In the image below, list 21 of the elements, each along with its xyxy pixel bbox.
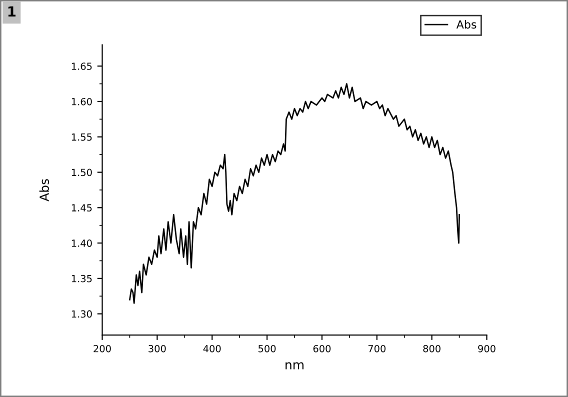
line-series bbox=[129, 83, 460, 304]
x-tick-label: 500 bbox=[258, 344, 276, 352]
x-tick-label: 300 bbox=[148, 344, 166, 352]
y-tick-label: 1.55 bbox=[72, 133, 92, 141]
x-tick-label: 200 bbox=[94, 344, 111, 352]
y-axis-title: Abs bbox=[39, 179, 50, 202]
x-tick-label: 900 bbox=[478, 344, 496, 352]
x-tick-label: 400 bbox=[203, 344, 221, 352]
y-tick-label: 1.40 bbox=[72, 240, 92, 247]
y-tick-label: 1.30 bbox=[72, 310, 92, 318]
y-tick-label: 1.65 bbox=[72, 62, 92, 70]
y-tick-label: 1.45 bbox=[72, 204, 92, 212]
text: 1 bbox=[8, 6, 16, 17]
x-tick-label: 800 bbox=[423, 344, 440, 352]
x-tick-label: 700 bbox=[368, 344, 386, 352]
y-tick-label: 1.35 bbox=[72, 274, 92, 282]
x-axis-title: nm bbox=[286, 362, 304, 370]
y-tick-label: 1.60 bbox=[72, 98, 92, 106]
y-tick-label: 1.50 bbox=[72, 168, 92, 176]
x-tick-label: 600 bbox=[313, 344, 331, 352]
legend-label: Abs bbox=[456, 20, 476, 29]
